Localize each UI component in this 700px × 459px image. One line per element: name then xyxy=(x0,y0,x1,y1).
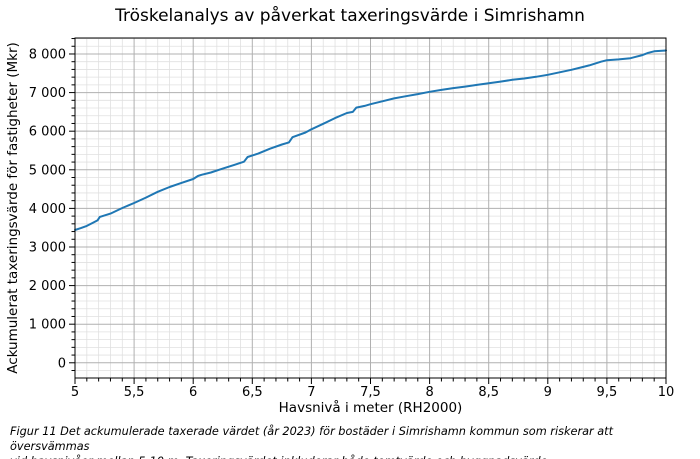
y-tick-label: 7 000 xyxy=(29,86,66,101)
x-tick-label: 8 xyxy=(425,385,433,400)
x-tick-label: 9,5 xyxy=(597,385,618,400)
x-tick-label: 6 xyxy=(189,385,197,400)
y-tick-label: 8 000 xyxy=(29,47,66,62)
y-tick-label: 4 000 xyxy=(29,202,66,217)
x-tick-label: 6,5 xyxy=(242,385,263,400)
chart-title: Tröskelanalys av påverkat taxeringsvärde… xyxy=(115,6,585,26)
y-tick-label: 2 000 xyxy=(29,279,66,294)
threshold-line-chart: 5 5,5 6 6,5 7 7,5 8 8,5 9 9,5 10 0 1 000 2 000 3 000 4 … xyxy=(5,37,674,416)
tick-labels: 5 5,5 6 6,5 7 7,5 8 8,5 9 9,5 10 0 1 000 2 000 3 000 4 … xyxy=(29,47,674,400)
caption-line-1: Figur 11 Det ackumulerade taxerade värde… xyxy=(10,425,614,453)
y-tick-label: 5 000 xyxy=(29,163,66,178)
x-tick-label: 10 xyxy=(658,385,675,400)
cumulative-value-line xyxy=(74,49,667,231)
x-tick-label: 8,5 xyxy=(478,385,499,400)
y-tick-label: 3 000 xyxy=(29,240,66,255)
y-tick-label: 0 xyxy=(58,356,66,371)
figure-caption: Figur 11 Det ackumulerade taxerade värde… xyxy=(10,424,694,459)
data-series xyxy=(74,49,667,231)
x-tick-label: 7,5 xyxy=(360,385,381,400)
y-axis-label: Ackumulerat taxeringsvärde för fastighet… xyxy=(5,42,21,374)
x-tick-label: 7 xyxy=(307,385,315,400)
x-tick-label: 5 xyxy=(71,385,79,400)
major-gridlines xyxy=(74,38,667,378)
x-tick-label: 5,5 xyxy=(124,385,145,400)
y-tick-label: 1 000 xyxy=(29,318,66,333)
y-tick-label: 6 000 xyxy=(29,125,66,140)
x-tick-label: 9 xyxy=(544,385,552,400)
axis-titles: Havsnivå i meter (RH2000) Ackumulerat tax… xyxy=(5,42,462,416)
tick-marks xyxy=(69,38,667,384)
x-axis-label: Havsnivå i meter (RH2000) xyxy=(279,399,463,416)
caption-line-2: vid havsnivåer mellan 5-10 m. Taxeringsv… xyxy=(10,454,694,459)
